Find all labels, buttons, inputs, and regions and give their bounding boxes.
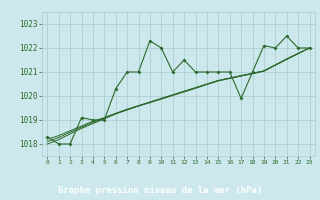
Text: Graphe pression niveau de la mer (hPa): Graphe pression niveau de la mer (hPa) (58, 186, 262, 195)
